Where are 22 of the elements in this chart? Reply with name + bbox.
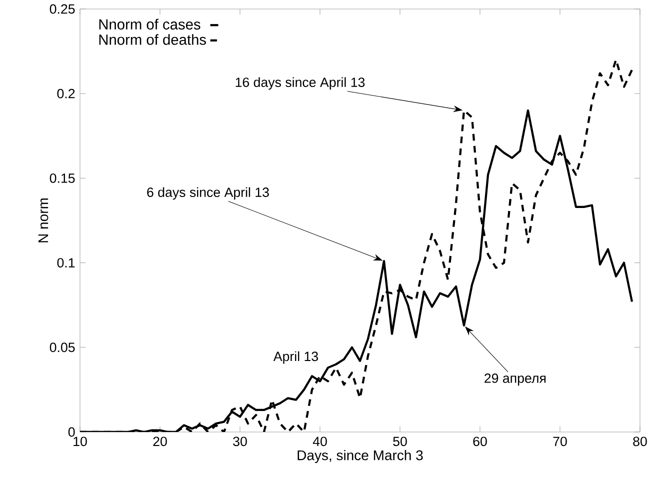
x-tick-label: 50: [393, 436, 407, 446]
x-tick-label: 60: [473, 436, 487, 446]
x-tick-label: 80: [633, 436, 647, 446]
y-tick-label: 0.2: [57, 88, 75, 98]
x-tick-label: 70: [553, 436, 567, 446]
y-tick-label: 0: [68, 427, 75, 437]
legend-label: Nnorm of cases: [99, 18, 200, 30]
annotation: 6 days since April 13: [147, 187, 269, 200]
annotation: 29 апреля: [484, 374, 546, 386]
y-tick-label: 0.15: [50, 173, 75, 183]
x-tick-label: 10: [74, 436, 87, 446]
y-axis-title: N norm: [38, 198, 48, 242]
legend-label: Nnorm of deaths: [99, 34, 206, 45]
y-tick-label: 0.05: [50, 342, 75, 352]
annotation: 16 days since April 13: [236, 77, 365, 90]
x-tick-label: 40: [312, 436, 327, 446]
annotation: April 13: [273, 351, 318, 364]
y-tick-label: 0.1: [57, 258, 75, 268]
x-tick-label: 30: [233, 436, 247, 446]
x-axis-title: Days, since March 3: [298, 450, 423, 464]
x-tick-label: 20: [153, 436, 167, 446]
y-tick-label: 0.25: [50, 4, 75, 14]
